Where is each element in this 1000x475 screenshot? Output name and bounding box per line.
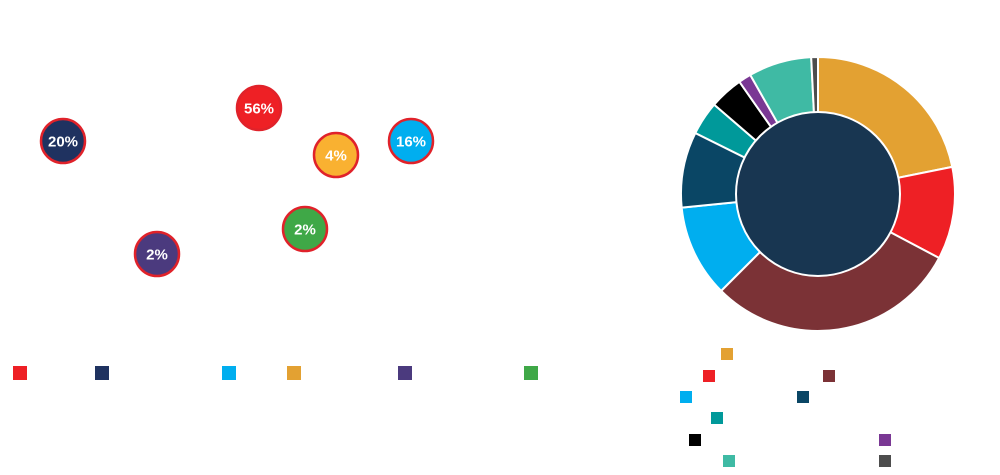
donut-legend-swatch-9	[723, 455, 735, 467]
bubble-2	[39, 117, 87, 165]
legend-swatch-3	[222, 366, 236, 380]
donut-legend-swatch-3	[823, 370, 835, 382]
donut-legend-swatch-4	[680, 391, 692, 403]
bubble-5	[281, 205, 329, 253]
donut-legend-swatch-8	[879, 434, 891, 446]
donut-legend-swatch-2	[703, 370, 715, 382]
donut-legend-swatch-6	[711, 412, 723, 424]
bubble-label-6: 2%	[146, 247, 168, 264]
bubble-3	[312, 131, 360, 179]
bubble-label-1: 56%	[244, 101, 274, 118]
bubble-label-4: 16%	[396, 134, 426, 151]
donut-legend-swatch-1	[721, 348, 733, 360]
bubble-label-3: 4%	[325, 148, 347, 165]
legend-swatch-5	[398, 366, 412, 380]
donut-legend-swatch-10	[879, 455, 891, 467]
bubble-label-5: 2%	[294, 222, 316, 239]
legend-swatch-2	[95, 366, 109, 380]
legend-swatch-4	[287, 366, 301, 380]
donut-center	[735, 111, 901, 277]
bubble-label-2: 20%	[48, 134, 78, 151]
legend-swatch-1	[13, 366, 27, 380]
bubble-6	[133, 230, 181, 278]
bubble-4	[387, 117, 435, 165]
donut-legend-swatch-5	[797, 391, 809, 403]
bubble-1	[235, 84, 283, 132]
donut-legend-swatch-7	[689, 434, 701, 446]
legend-swatch-6	[524, 366, 538, 380]
